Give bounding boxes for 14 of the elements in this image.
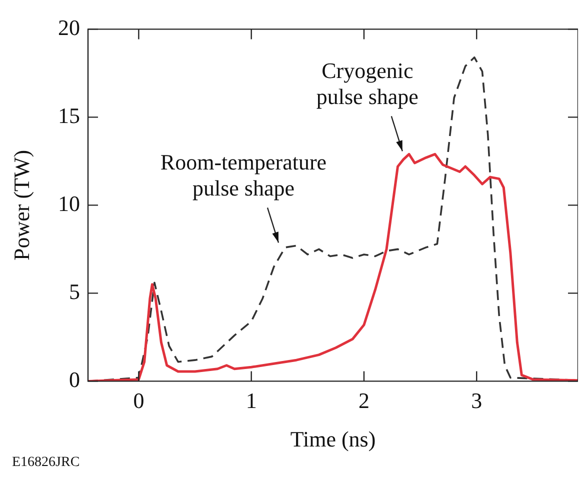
text: E16826JRC — [12, 455, 80, 470]
y-axis-title: Power (TW) — [8, 150, 34, 260]
y-tick-label: 0 — [69, 366, 80, 392]
y-tick-label: 10 — [58, 190, 80, 216]
x-axis-title: Time (ns) — [290, 426, 376, 452]
annotation: Cryogenic pulse shape — [316, 58, 418, 110]
x-tick-label: 3 — [471, 388, 482, 414]
annotation: Room-temperature pulse shape — [160, 150, 327, 201]
x-tick-label: 0 — [133, 388, 144, 414]
y-tick-label: 20 — [58, 14, 80, 40]
y-tick-label: 5 — [69, 278, 80, 304]
y-tick-label: 15 — [58, 102, 80, 128]
x-tick-label: 1 — [246, 388, 257, 414]
x-tick-label: 2 — [358, 388, 370, 414]
